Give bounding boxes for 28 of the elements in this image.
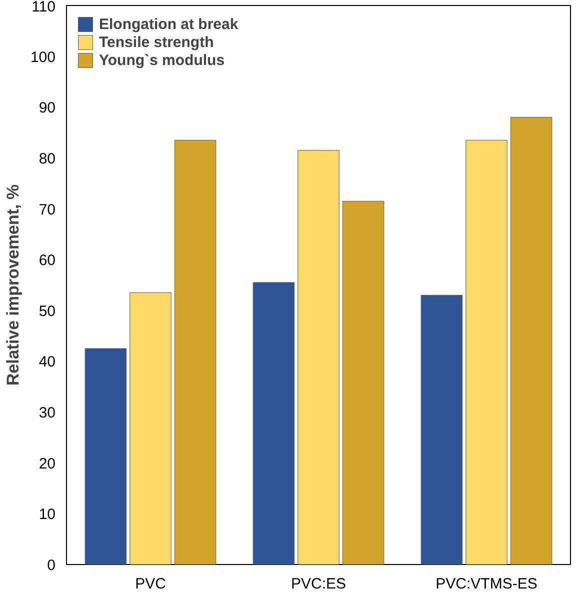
bar: [130, 292, 172, 564]
y-tick-label: 50: [38, 302, 56, 320]
bar: [84, 348, 127, 564]
y-tick-label: 70: [38, 201, 56, 218]
bar: [510, 117, 552, 564]
bar: [174, 140, 216, 564]
x-tick-label: PVC:ES: [290, 576, 346, 592]
y-tick-label: 100: [30, 48, 56, 66]
x-tick-label: PVC:VTMS-ES: [436, 576, 538, 592]
y-axis-title: Relative improvement, %: [3, 184, 22, 386]
legend-label: Elongation at break: [99, 16, 238, 32]
y-tick-label: 20: [38, 455, 56, 472]
y-tick-label: 40: [38, 354, 56, 371]
y-tick-label: 90: [38, 100, 56, 117]
y-tick-label: 0: [47, 557, 56, 574]
y-tick-label: 110: [32, 0, 56, 16]
bar: [342, 200, 384, 564]
bar: [298, 150, 340, 564]
bar: [420, 294, 463, 564]
bar: [466, 140, 508, 564]
y-tick-label: 80: [38, 150, 56, 168]
legend-label: Tensile strength: [99, 34, 214, 50]
x-tick-label: PVC: [135, 576, 166, 592]
y-tick-label: 30: [38, 404, 56, 422]
bar: [252, 282, 295, 564]
y-tick-label: 60: [38, 252, 56, 270]
y-tick-label: 10: [38, 506, 56, 524]
legend-label: Young`s modulus: [99, 52, 225, 68]
